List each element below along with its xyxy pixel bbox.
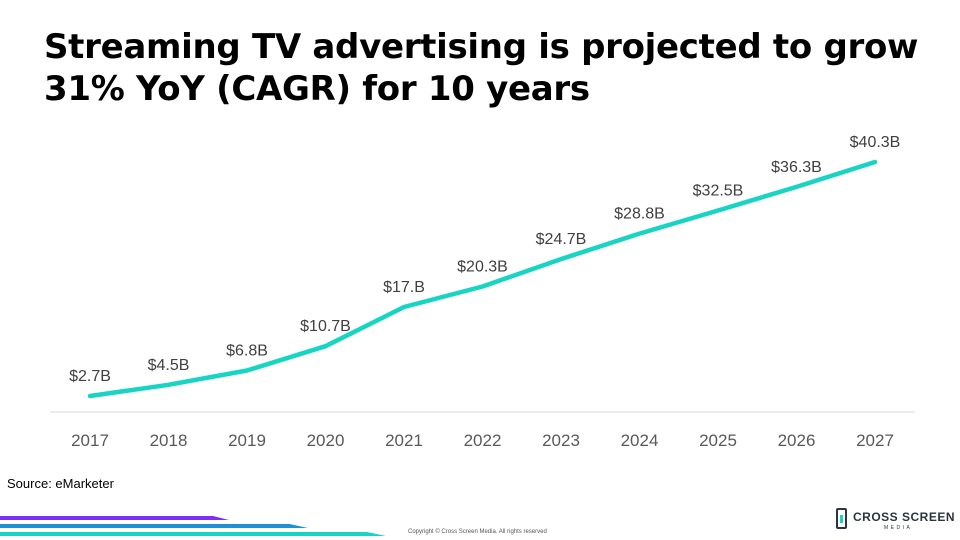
data-label: $24.7B (536, 231, 587, 248)
data-label: $40.3B (850, 134, 901, 151)
data-label: $32.5B (693, 183, 744, 200)
x-tick-label: 2022 (464, 431, 502, 450)
footer-bar-purple (0, 516, 229, 520)
line-chart: $2.7B $4.5B $6.8B $10.7B $17.B $20.3B $24.7B $2… (0, 0, 960, 470)
x-tick-labels: 2017 2018 2019 2020 2021 2022 2023 2024 2025 2026… (71, 431, 894, 450)
x-tick-label: 2023 (542, 431, 580, 450)
x-tick-label: 2021 (385, 431, 423, 450)
data-label: $28.8B (614, 206, 665, 223)
data-label: $4.5B (148, 357, 190, 374)
footer-bar-blue (0, 524, 308, 528)
data-label: $17.B (383, 279, 425, 296)
x-tick-label: 2017 (71, 431, 109, 450)
data-label: $10.7B (300, 318, 351, 335)
data-labels: $2.7B $4.5B $6.8B $10.7B $17.B $20.3B $24.7B $2… (69, 134, 900, 385)
data-label: $6.8B (226, 342, 268, 359)
phone-icon (836, 508, 847, 529)
x-tick-label: 2020 (307, 431, 345, 450)
x-tick-label: 2019 (228, 431, 266, 450)
brand-logo: CROSS SCREEN MEDIA (836, 508, 956, 534)
logo-name: CROSS SCREEN (853, 510, 955, 524)
data-label: $20.3B (457, 258, 508, 275)
copyright-note: Copyright © Cross Screen Media. All righ… (408, 529, 547, 535)
x-tick-label: 2025 (699, 431, 737, 450)
x-tick-label: 2018 (150, 431, 188, 450)
series-line (90, 162, 875, 396)
logo-subtitle: MEDIA (884, 525, 912, 531)
data-label: $36.3B (771, 159, 822, 176)
data-label: $2.7B (69, 368, 111, 385)
footer-bar-teal (0, 532, 386, 536)
x-tick-label: 2026 (778, 431, 816, 450)
source-note: Source: eMarketer (7, 476, 114, 491)
x-tick-label: 2027 (856, 431, 894, 450)
x-tick-label: 2024 (621, 431, 659, 450)
